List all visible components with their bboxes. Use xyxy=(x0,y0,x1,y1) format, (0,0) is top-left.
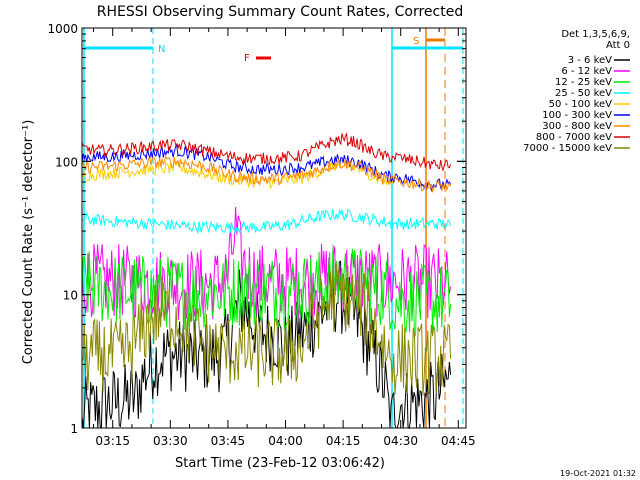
y-tick-label: 1 xyxy=(70,422,78,436)
x-tick-label: 03:30 xyxy=(153,434,188,448)
series-line-3 xyxy=(81,208,452,235)
plot-frame xyxy=(81,27,467,429)
legend-label: 7000 - 15000 keV xyxy=(523,143,612,154)
x-tick-label: 03:15 xyxy=(95,434,130,448)
y-tick-label: 1000 xyxy=(47,22,78,36)
y-tick-label: 100 xyxy=(55,155,78,169)
legend-label: 800 - 7000 keV xyxy=(536,132,612,143)
x-axis-label: Start Time (23-Feb-12 03:06:42) xyxy=(175,456,385,471)
x-tick-label: 04:00 xyxy=(268,434,303,448)
axes: 03:15 03:30 03:45 04:00 04:15 04:30 04:45 1 10 10… xyxy=(47,22,475,448)
annotation-s: S xyxy=(413,36,419,47)
x-tick-label: 04:30 xyxy=(383,434,418,448)
annotation-n: N xyxy=(158,44,165,55)
annotation-f: F xyxy=(244,53,250,64)
y-tick-label: 10 xyxy=(63,289,78,303)
legend-header: Att 0 xyxy=(606,40,630,51)
series-line-6 xyxy=(81,154,452,193)
x-tick-label: 04:45 xyxy=(441,434,476,448)
legend-label: 300 - 800 keV xyxy=(542,121,612,132)
legend-label: 25 - 50 keV xyxy=(555,88,612,99)
legend-header: Det 1,3,5,6,9, xyxy=(561,29,630,40)
timestamp: 19-Oct-2021 01:32 xyxy=(560,469,636,478)
legend-label: 3 - 6 keV xyxy=(568,55,612,66)
series-line-1 xyxy=(81,206,452,321)
series-line-2 xyxy=(81,244,452,339)
legend-label: 12 - 25 keV xyxy=(555,77,612,88)
legend-label: 6 - 12 keV xyxy=(561,66,612,77)
x-tick-label: 04:15 xyxy=(326,434,361,448)
x-tick-label: 03:45 xyxy=(211,434,246,448)
y-axis-label: Corrected Count Rate (s⁻¹ detector⁻¹) xyxy=(21,120,36,365)
legend-label: 100 - 300 keV xyxy=(542,110,612,121)
chart-title: RHESSI Observing Summary Count Rates, Co… xyxy=(97,4,463,20)
series-line-8 xyxy=(81,262,452,396)
chart-marks: N F S xyxy=(81,28,464,430)
series-line-7 xyxy=(81,132,452,171)
legend-label: 50 - 100 keV xyxy=(549,99,613,110)
